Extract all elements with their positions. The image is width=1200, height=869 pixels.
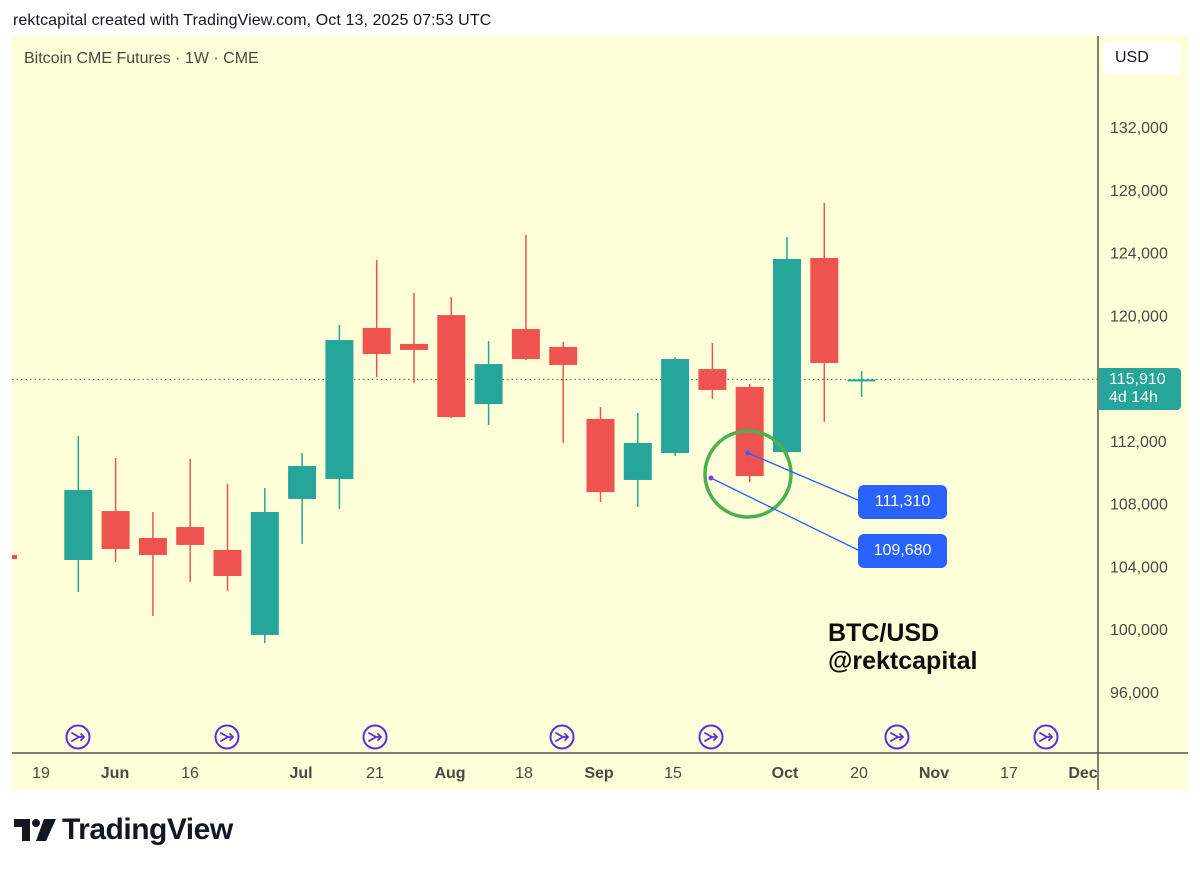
x-tick-label: Dec bbox=[1068, 765, 1097, 782]
x-tick-label: 21 bbox=[366, 765, 384, 782]
callout-anchor-dot bbox=[745, 450, 751, 456]
tradingview-logo-text: TradingView bbox=[62, 813, 233, 846]
watermark-author: @rektcapital bbox=[828, 647, 978, 675]
y-tick-label: 132,000 bbox=[1110, 120, 1168, 137]
symbol-title[interactable]: Bitcoin CME Futures · 1W · CME bbox=[24, 50, 259, 67]
x-tick-label: 15 bbox=[664, 765, 682, 782]
currency-button[interactable]: USD bbox=[1103, 42, 1181, 74]
event-arrow-icon[interactable] bbox=[214, 724, 240, 750]
y-tick-label: 96,000 bbox=[1110, 685, 1159, 702]
y-tick-label: 128,000 bbox=[1110, 183, 1168, 200]
event-arrow-icon[interactable] bbox=[1033, 724, 1059, 750]
candle[interactable] bbox=[213, 484, 242, 592]
x-tick-label: Oct bbox=[772, 765, 799, 782]
candle[interactable] bbox=[176, 458, 205, 582]
candle[interactable] bbox=[400, 292, 428, 384]
candle[interactable] bbox=[586, 407, 615, 502]
x-tick-label: Nov bbox=[919, 765, 949, 782]
chart-credit: rektcapital created with TradingView.com… bbox=[13, 12, 492, 29]
candle[interactable] bbox=[847, 370, 876, 397]
last-price-tag: 115,910 4d 14h bbox=[1099, 368, 1181, 410]
callout-109680[interactable]: 109,680 bbox=[858, 534, 947, 568]
x-tick-label: 17 bbox=[1000, 765, 1018, 782]
tradingview-logo[interactable]: TradingView bbox=[14, 812, 233, 848]
watermark-pair: BTC/USD bbox=[828, 619, 940, 647]
y-tick-label: 104,000 bbox=[1110, 559, 1168, 576]
event-arrow-icon[interactable] bbox=[698, 724, 724, 750]
callout-connector bbox=[710, 477, 859, 551]
candle[interactable] bbox=[64, 436, 93, 592]
candle[interactable] bbox=[549, 341, 578, 443]
highlight-circle[interactable] bbox=[703, 429, 793, 519]
event-arrow-icon[interactable] bbox=[884, 724, 910, 750]
candle[interactable] bbox=[250, 487, 279, 643]
x-tick-label: 16 bbox=[181, 765, 199, 782]
candle[interactable] bbox=[511, 234, 540, 360]
candle[interactable] bbox=[437, 297, 466, 419]
candle-partial bbox=[12, 555, 17, 560]
candle[interactable] bbox=[362, 260, 391, 378]
watermark: BTC/USD @rektcapital bbox=[828, 619, 977, 675]
candle[interactable] bbox=[325, 324, 354, 510]
y-tick-label: 124,000 bbox=[1110, 246, 1168, 263]
candle[interactable] bbox=[698, 343, 727, 400]
tradingview-logo-icon bbox=[14, 819, 56, 841]
bar-countdown: 4d 14h bbox=[1109, 389, 1158, 406]
callout-anchor-dot bbox=[708, 475, 714, 481]
candle[interactable] bbox=[661, 356, 690, 456]
candle[interactable] bbox=[623, 412, 652, 507]
last-price-value: 115,910 bbox=[1109, 371, 1166, 388]
callout-connector bbox=[747, 452, 859, 501]
x-tick-label: 19 bbox=[32, 765, 50, 782]
callout-111310[interactable]: 111,310 bbox=[858, 485, 947, 519]
candle[interactable] bbox=[288, 452, 317, 544]
event-arrow-icon[interactable] bbox=[362, 724, 388, 750]
x-tick-label: Jul bbox=[289, 765, 312, 782]
y-tick-label: 112,000 bbox=[1110, 434, 1167, 451]
candle[interactable] bbox=[810, 202, 839, 422]
candle[interactable] bbox=[101, 458, 130, 563]
x-tick-label: Sep bbox=[584, 765, 614, 782]
y-tick-label: 100,000 bbox=[1110, 622, 1168, 639]
x-tick-label: Aug bbox=[434, 765, 465, 782]
y-tick-label: 120,000 bbox=[1110, 308, 1168, 325]
y-tick-label: 108,000 bbox=[1110, 497, 1168, 514]
x-tick-label: Jun bbox=[101, 765, 129, 782]
x-tick-label: 20 bbox=[850, 765, 868, 782]
candle[interactable] bbox=[138, 511, 167, 616]
candle[interactable] bbox=[474, 340, 503, 426]
event-arrow-icon[interactable] bbox=[549, 724, 575, 750]
event-arrow-icon[interactable] bbox=[65, 724, 91, 750]
candle[interactable] bbox=[773, 236, 801, 453]
x-tick-label: 18 bbox=[515, 765, 533, 782]
